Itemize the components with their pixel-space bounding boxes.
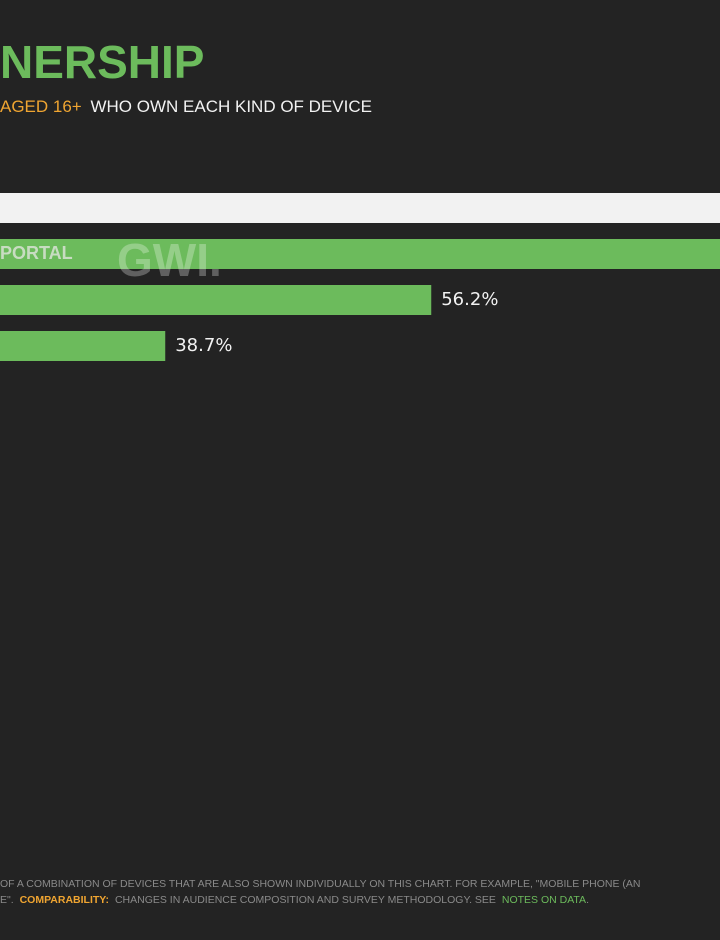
- header-bar: [0, 193, 720, 223]
- footer-text: .: [586, 894, 589, 906]
- footer-text: E".: [0, 894, 14, 906]
- bar-cropped: [0, 239, 720, 269]
- footer-line: OF A COMBINATION OF DEVICES THAT ARE ALS…: [0, 878, 640, 890]
- category-label: PORTAL: [0, 243, 73, 263]
- footer-text: CHANGES IN AUDIENCE COMPOSITION AND SURV…: [115, 894, 496, 906]
- footer-line: E". COMPARABILITY: CHANGES IN AUDIENCE C…: [0, 894, 589, 906]
- value-label: 56.2%: [441, 289, 498, 310]
- value-label: 38.7%: [175, 335, 232, 356]
- subtitle-text: WHO OWN EACH KIND OF DEVICE: [90, 97, 371, 116]
- footer-link[interactable]: NOTES ON DATA: [502, 894, 586, 906]
- bar: [0, 285, 432, 315]
- subtitle: AGED 16+ WHO OWN EACH KIND OF DEVICE: [0, 97, 372, 116]
- subtitle-highlight: AGED 16+: [0, 97, 82, 116]
- watermark: GWI.: [117, 234, 222, 286]
- footer-highlight: COMPARABILITY:: [20, 894, 109, 906]
- chart-title: NERSHIP: [0, 36, 204, 88]
- bar: [0, 331, 166, 361]
